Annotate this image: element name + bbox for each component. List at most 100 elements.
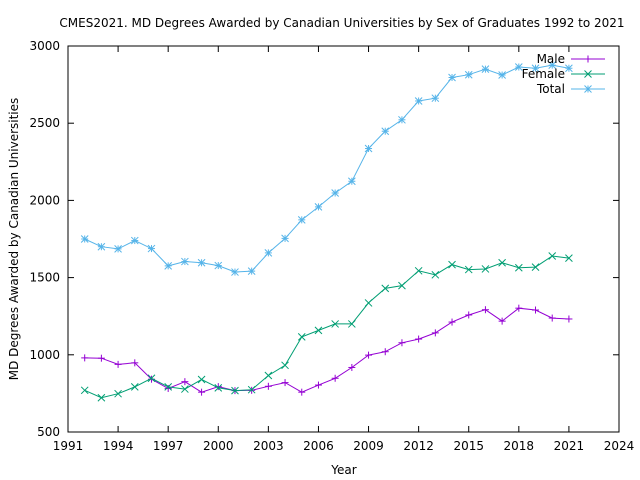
x-tick-label: 1997 [153, 439, 184, 453]
data-point-female [414, 266, 423, 275]
y-axis-label: MD Degrees Awarded by Canadian Universit… [7, 98, 21, 381]
data-point-female [347, 320, 356, 328]
x-tick-label: 2015 [453, 439, 484, 453]
series-female [80, 252, 573, 402]
data-point-female [197, 375, 206, 384]
series-line-male [84, 307, 569, 393]
data-point-total [364, 144, 373, 153]
x-tick-label: 2009 [353, 439, 384, 453]
series-male [81, 304, 573, 396]
data-point-female [448, 260, 456, 269]
data-point-male [565, 315, 573, 323]
x-tick-label: 2003 [253, 439, 284, 453]
data-point-male [532, 306, 540, 314]
data-point-female [498, 258, 506, 267]
y-tick-label: 3000 [29, 39, 60, 53]
data-point-male [198, 388, 206, 396]
data-point-total [281, 234, 289, 243]
data-point-male [448, 318, 456, 326]
data-point-female [364, 299, 373, 307]
series-layer [80, 61, 573, 402]
legend-label-male: Male [537, 52, 565, 66]
data-point-total [314, 203, 323, 211]
data-point-total [565, 64, 573, 73]
data-point-male [398, 339, 406, 347]
data-point-total [247, 267, 256, 275]
legend-label-total: Total [536, 82, 565, 96]
data-point-male [264, 382, 272, 390]
data-point-female [247, 385, 256, 394]
data-point-male [381, 348, 389, 356]
legend-marker-male [584, 55, 592, 63]
data-point-female [214, 383, 223, 392]
data-point-female [281, 361, 289, 370]
data-point-female [164, 383, 173, 391]
data-point-male [281, 379, 289, 387]
x-tick-label: 2021 [554, 439, 585, 453]
data-point-male [365, 351, 373, 359]
data-point-male [481, 306, 489, 314]
data-point-total [114, 245, 122, 253]
data-point-female [565, 254, 573, 262]
data-point-male [465, 311, 473, 319]
data-point-female [297, 333, 306, 341]
data-point-total [398, 115, 406, 124]
x-tick-label: 1991 [53, 439, 84, 453]
data-point-female [531, 263, 540, 271]
data-point-male [331, 374, 339, 382]
data-point-total [448, 73, 456, 82]
x-tick-label: 2012 [403, 439, 434, 453]
x-tick-label: 1994 [103, 439, 134, 453]
x-tick-label: 2000 [203, 439, 234, 453]
data-point-total [381, 127, 390, 136]
data-point-total [231, 268, 239, 276]
chart-title: CMES2021. MD Degrees Awarded by Canadian… [59, 16, 624, 30]
data-point-male [348, 363, 356, 371]
data-point-total [347, 177, 356, 186]
legend-marker-total [584, 85, 592, 93]
data-point-female [481, 265, 490, 273]
data-point-total [264, 249, 273, 257]
x-tick-label: 2018 [504, 439, 535, 453]
data-point-female [331, 320, 340, 328]
legend-label-female: Female [522, 67, 565, 81]
data-point-female [80, 386, 89, 395]
data-point-male [114, 360, 122, 368]
data-point-female [431, 270, 440, 279]
data-point-female [97, 393, 106, 402]
data-point-total [548, 61, 557, 69]
data-point-total [414, 97, 423, 105]
data-point-male [181, 378, 189, 386]
y-tick-label: 2000 [29, 193, 60, 207]
data-point-female [464, 265, 473, 274]
data-point-female [181, 385, 189, 393]
data-point-total [498, 71, 506, 79]
data-point-total [130, 236, 139, 245]
data-point-male [415, 335, 423, 343]
data-point-female [130, 383, 139, 391]
legend-marker-female [584, 70, 592, 78]
data-point-total [164, 262, 173, 270]
data-point-total [80, 235, 89, 243]
y-tick-label: 2500 [29, 116, 60, 130]
series-total [80, 61, 573, 276]
x-tick-label: 2006 [303, 439, 334, 453]
data-point-total [181, 257, 189, 266]
data-point-male [97, 354, 105, 362]
data-point-female [231, 386, 239, 395]
data-point-total [197, 258, 206, 267]
data-point-male [515, 304, 523, 312]
data-point-total [514, 63, 523, 71]
data-point-male [498, 317, 506, 325]
data-point-total [481, 65, 490, 74]
data-point-total [214, 261, 223, 270]
y-tick-label: 500 [37, 425, 60, 439]
data-point-female [264, 371, 273, 380]
data-point-female [398, 281, 406, 290]
x-tick-label: 2024 [604, 439, 635, 453]
y-tick-label: 1500 [29, 271, 60, 285]
data-point-female [548, 252, 557, 260]
data-point-male [548, 314, 556, 322]
